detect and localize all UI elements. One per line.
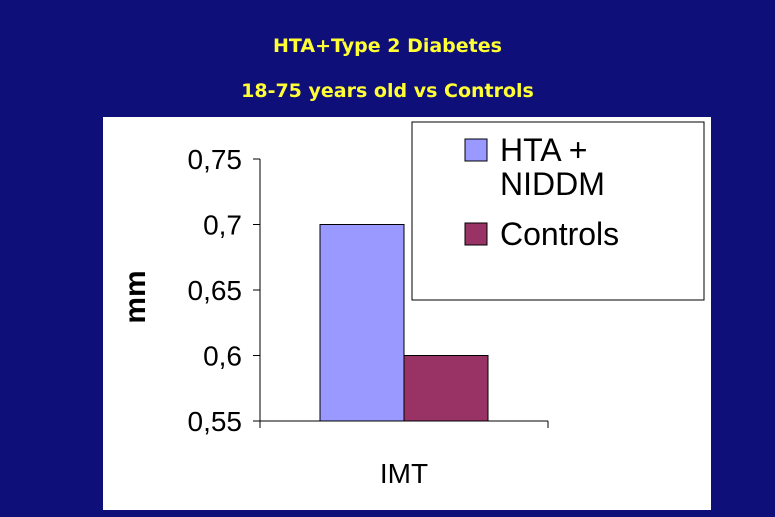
chart-subtitle: 18-75 years old vs Controls — [241, 80, 534, 102]
y-tick-label: 0,7 — [203, 210, 242, 241]
legend: HTA +NIDDM Controls — [411, 121, 705, 301]
y-tick-label: 0,6 — [203, 341, 242, 372]
legend-label: NIDDM — [500, 166, 605, 202]
legend-swatch — [464, 138, 488, 162]
chart-title: HTA+Type 2 Diabetes — [273, 35, 502, 57]
y-tick-label: 0,55 — [188, 406, 243, 437]
legend-box — [411, 121, 705, 301]
y-tick-label: 0,75 — [188, 144, 243, 175]
y-axis-label: mm — [119, 270, 152, 323]
legend-label: HTA + — [500, 132, 587, 168]
legend-swatch — [464, 222, 488, 246]
y-tick-label: 0,65 — [188, 275, 243, 306]
bar-controls — [403, 355, 489, 422]
chart-area: 0,75 0,7 0,65 0,6 0,55 IMT mm HTA + NIDDM Contr… — [103, 117, 711, 510]
bar-chart: 0,75 0,7 0,65 0,6 0,55 IMT mm HTA +NIDDM Contr… — [119, 121, 705, 489]
legend-label: Controls — [500, 216, 619, 252]
bar-hta-niddm — [319, 224, 405, 422]
x-tick-label: IMT — [380, 458, 428, 489]
